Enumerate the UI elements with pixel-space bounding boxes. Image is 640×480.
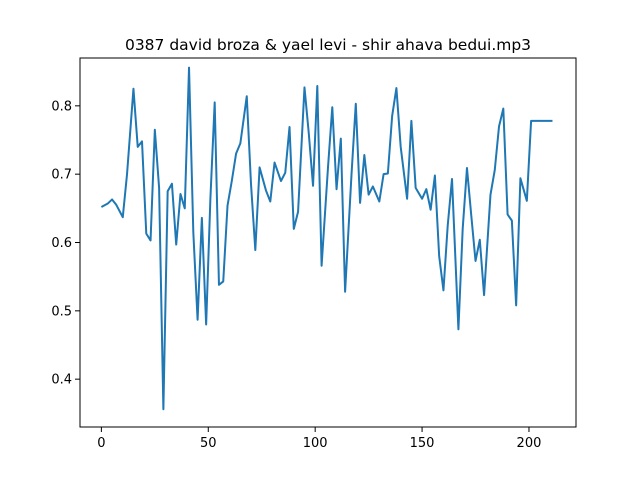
y-tick-label: 0.6 bbox=[51, 236, 72, 251]
x-tick-label: 50 bbox=[200, 436, 217, 451]
chart-title: 0387 david broza & yael levi - shir ahav… bbox=[125, 36, 531, 54]
y-axis: 0.4 0.5 0.6 0.7 0.8 bbox=[51, 99, 80, 388]
y-tick-label: 0.5 bbox=[51, 304, 72, 319]
plot-area bbox=[100, 66, 553, 411]
x-axis: 0 50 100 150 200 bbox=[97, 427, 541, 451]
x-tick-label: 100 bbox=[303, 436, 328, 451]
y-tick-label: 0.7 bbox=[51, 168, 72, 183]
y-tick-label: 0.8 bbox=[51, 99, 72, 114]
x-tick-label: 200 bbox=[517, 436, 542, 451]
y-tick-label: 0.4 bbox=[51, 373, 72, 388]
x-tick-label: 0 bbox=[97, 436, 105, 451]
series-line-0 bbox=[100, 66, 553, 411]
x-tick-label: 150 bbox=[410, 436, 435, 451]
